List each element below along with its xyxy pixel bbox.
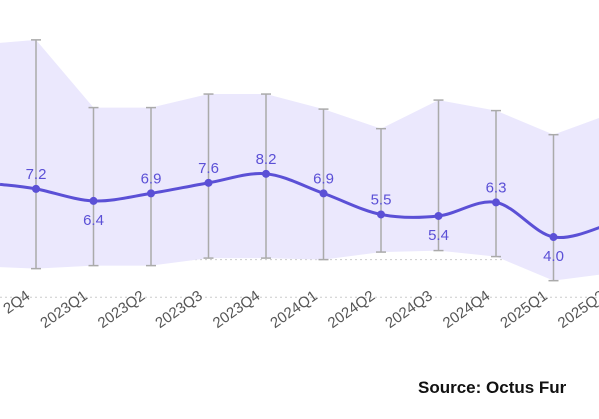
data-labels: 7.2 6.4 6.9 7.6 8.2 6.9 5.5 5.4 6.3 4.0 [26, 151, 564, 265]
error-bar [318, 108, 329, 261]
x-tick-label: 2024Q4 [440, 287, 493, 332]
series-points [32, 169, 558, 242]
data-point [549, 233, 558, 242]
error-bar [376, 127, 386, 253]
data-label: 6.4 [83, 212, 104, 229]
data-point [32, 184, 40, 193]
data-point [89, 196, 98, 205]
x-axis-ticks: 2Q4 2023Q1 2023Q2 2023Q3 2023Q4 2024Q1 2024Q2 2… [0, 287, 599, 332]
x-tick-label: 2Q4 [0, 287, 33, 317]
data-label: 5.5 [371, 191, 392, 208]
data-point [147, 189, 155, 198]
source-note: Source: Octus Fur [418, 378, 567, 397]
error-bar [31, 39, 41, 270]
data-label: 6.9 [141, 170, 162, 187]
data-label: 4.0 [543, 248, 564, 265]
data-label: 7.6 [198, 160, 219, 177]
data-point [262, 169, 270, 178]
data-point [492, 198, 500, 207]
x-tick-label: 2023Q2 [95, 287, 148, 332]
data-point [434, 211, 443, 220]
x-tick-label: 2023Q3 [152, 287, 205, 332]
x-tick-label: 2025Q1 [497, 287, 550, 332]
x-tick-label: 2024Q3 [382, 287, 435, 332]
error-bar [491, 109, 501, 258]
x-tick-label: 2024Q2 [325, 287, 378, 332]
error-bar [433, 99, 444, 252]
data-label: 5.4 [428, 227, 449, 244]
error-bar [548, 133, 559, 282]
data-label: 7.2 [26, 166, 47, 183]
data-point [204, 178, 213, 187]
data-label: 6.9 [313, 170, 334, 187]
range-band [0, 39, 599, 281]
range-band-area [0, 39, 599, 281]
x-tick-label: 2024Q1 [267, 287, 320, 332]
data-point [319, 189, 328, 198]
data-label: 6.3 [486, 179, 507, 196]
error-bar [203, 93, 214, 259]
data-point [377, 210, 385, 219]
x-tick-label: 2023Q4 [210, 287, 263, 332]
x-tick-label: 2025Q2 [555, 287, 599, 332]
data-label: 8.2 [256, 151, 277, 168]
x-tick-label: 2023Q1 [37, 287, 90, 332]
error-bar [146, 106, 156, 267]
error-bar [88, 106, 99, 267]
